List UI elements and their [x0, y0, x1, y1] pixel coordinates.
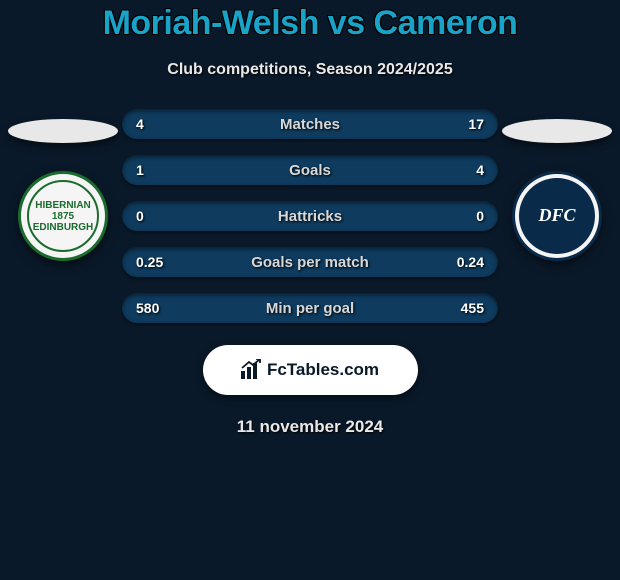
left-column: HIBERNIAN 1875 EDINBURGH — [8, 119, 118, 261]
stat-bar-hattricks: 0 Hattricks 0 — [122, 201, 498, 231]
stat-bar-gpm: 0.25 Goals per match 0.24 — [122, 247, 498, 277]
stat-right-value: 0 — [476, 208, 484, 224]
team-crest-right: DFC — [512, 171, 602, 261]
stat-left-value: 580 — [136, 300, 159, 316]
stat-left-value: 0.25 — [136, 254, 163, 270]
date-text: 11 november 2024 — [0, 417, 620, 437]
stat-left-value: 4 — [136, 116, 144, 132]
stat-label: Goals — [289, 162, 331, 179]
stat-left-value: 1 — [136, 162, 144, 178]
crest-right-text: DFC — [538, 206, 575, 226]
stat-left-value: 0 — [136, 208, 144, 224]
stat-bars: 4 Matches 17 1 Goals 4 0 Hattricks 0 0.2… — [118, 109, 502, 323]
source-text: FcTables.com — [267, 360, 379, 380]
stat-label: Goals per match — [251, 254, 369, 271]
barchart-icon — [241, 361, 263, 379]
stat-right-value: 455 — [461, 300, 484, 316]
pedestal-left — [8, 119, 118, 143]
team-crest-left: HIBERNIAN 1875 EDINBURGH — [18, 171, 108, 261]
stat-bar-matches: 4 Matches 17 — [122, 109, 498, 139]
stat-label: Matches — [280, 116, 340, 133]
right-column: DFC — [502, 119, 612, 261]
stat-right-value: 0.24 — [457, 254, 484, 270]
infographic-root: Moriah-Welsh vs Cameron Club competition… — [0, 0, 620, 437]
crest-left-text: HIBERNIAN 1875 EDINBURGH — [33, 200, 94, 233]
source-badge: FcTables.com — [203, 345, 418, 395]
subtitle: Club competitions, Season 2024/2025 — [0, 61, 620, 79]
pedestal-right — [502, 119, 612, 143]
stat-bar-goals: 1 Goals 4 — [122, 155, 498, 185]
main-row: HIBERNIAN 1875 EDINBURGH 4 Matches 17 1 … — [0, 119, 620, 323]
stat-right-value: 4 — [476, 162, 484, 178]
stat-right-value: 17 — [468, 116, 484, 132]
page-title: Moriah-Welsh vs Cameron — [0, 4, 620, 43]
stat-label: Min per goal — [266, 300, 354, 317]
source-logo: FcTables.com — [241, 360, 379, 380]
stat-label: Hattricks — [278, 208, 342, 225]
stat-bar-mpg: 580 Min per goal 455 — [122, 293, 498, 323]
